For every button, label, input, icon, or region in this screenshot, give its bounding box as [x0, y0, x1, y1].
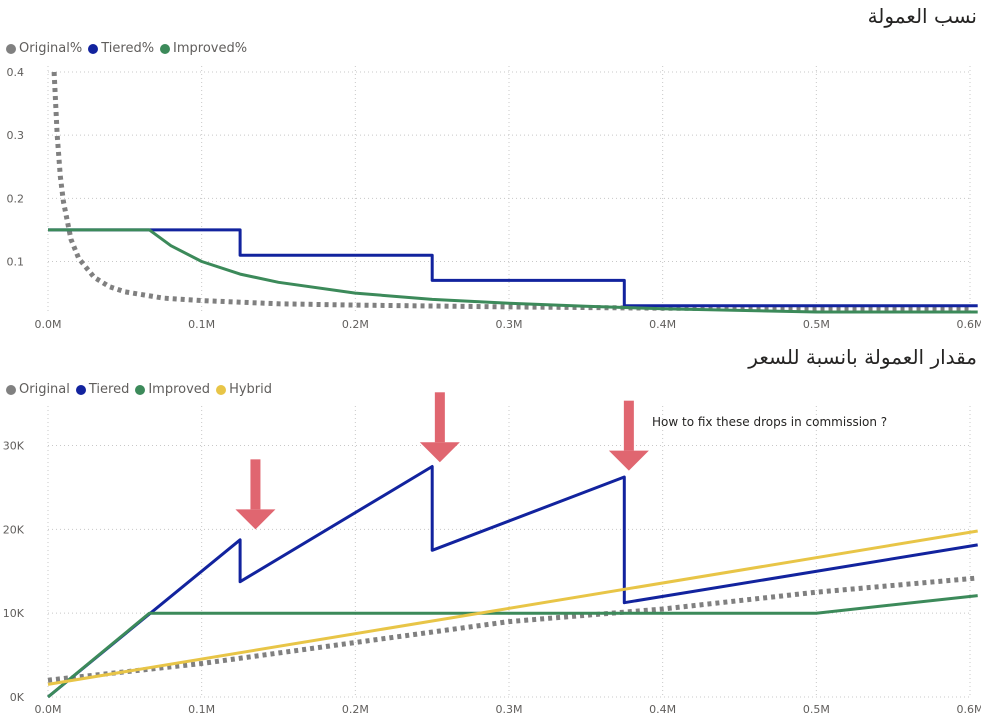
series-line-hybrid	[47, 529, 978, 686]
x-tick-label: 0.3M	[496, 703, 523, 716]
x-tick-label: 0.5M	[803, 703, 830, 716]
chart-2-title: مقدار العمولة بانسبة للسعر	[748, 345, 977, 369]
y-tick-label: 30K	[3, 440, 25, 453]
arrow-shaft	[623, 400, 634, 451]
legend-label: Tiered%	[101, 41, 155, 56]
legend-item-improved[interactable]: Improved	[135, 382, 210, 397]
x-tick-label: 0.0M	[35, 318, 62, 331]
x-tick-label: 0.6M	[957, 318, 981, 331]
y-tick-label: 20K	[3, 523, 25, 536]
x-tick-label: 0.5M	[803, 318, 830, 331]
arrow-head	[235, 509, 276, 530]
legend-label: Improved%	[173, 41, 248, 56]
arrow-head	[419, 442, 460, 463]
legend-label: Improved	[148, 382, 211, 397]
x-tick-label: 0.4M	[649, 703, 676, 716]
y-tick-label: 0K	[10, 691, 25, 704]
chart-2-legend: Original Tiered Improved Hybrid	[6, 382, 278, 397]
series-line-original	[47, 575, 978, 683]
legend-label: Hybrid	[229, 382, 272, 397]
x-tick-label: 0.2M	[342, 703, 369, 716]
x-tick-label: 0.2M	[342, 318, 369, 331]
arrow-head	[608, 450, 649, 471]
legend-item-hybrid[interactable]: Hybrid	[216, 382, 272, 397]
x-tick-label: 0.1M	[188, 703, 215, 716]
y-tick-label: 0.1	[7, 255, 25, 268]
arrow-shaft	[250, 459, 261, 510]
x-tick-label: 0.0M	[35, 703, 62, 716]
chart-1-title: نسب العمولة	[867, 4, 977, 28]
legend-marker	[6, 43, 16, 54]
y-tick-label: 0.4	[7, 66, 25, 79]
y-tick-label: 0.3	[7, 129, 25, 142]
series-line-original	[51, 71, 971, 312]
legend-marker	[6, 384, 16, 395]
series-line-improved	[47, 594, 978, 699]
y-tick-label: 10K	[3, 607, 25, 620]
x-tick-label: 0.6M	[957, 703, 981, 716]
x-tick-label: 0.4M	[649, 318, 676, 331]
legend-item-tiered[interactable]: Tiered	[75, 382, 130, 397]
legend-marker	[75, 384, 86, 395]
legend-marker	[135, 384, 146, 395]
legend-item-tiered[interactable]: Tiered%	[88, 41, 154, 56]
arrow-shaft	[434, 392, 445, 443]
legend-marker	[216, 384, 227, 395]
legend-label: Original%	[19, 41, 83, 56]
y-tick-label: 0.2	[7, 192, 25, 205]
x-tick-label: 0.3M	[496, 318, 523, 331]
annotation-text: How to fix these drops in commission ?	[652, 415, 887, 429]
chart-1-legend: Original% Tiered% Improved%	[6, 41, 253, 56]
legend-item-original[interactable]: Original	[6, 382, 70, 397]
legend-item-improved[interactable]: Improved%	[160, 41, 247, 56]
legend-marker	[88, 43, 99, 54]
legend-label: Tiered	[88, 382, 130, 397]
series-line-improved	[48, 228, 978, 314]
legend-marker	[160, 43, 171, 54]
x-tick-label: 0.1M	[188, 318, 215, 331]
legend-item-original[interactable]: Original%	[6, 41, 82, 56]
series-line-tiered	[48, 228, 978, 308]
series-line-tiered	[47, 465, 978, 699]
legend-label: Original	[19, 382, 70, 397]
